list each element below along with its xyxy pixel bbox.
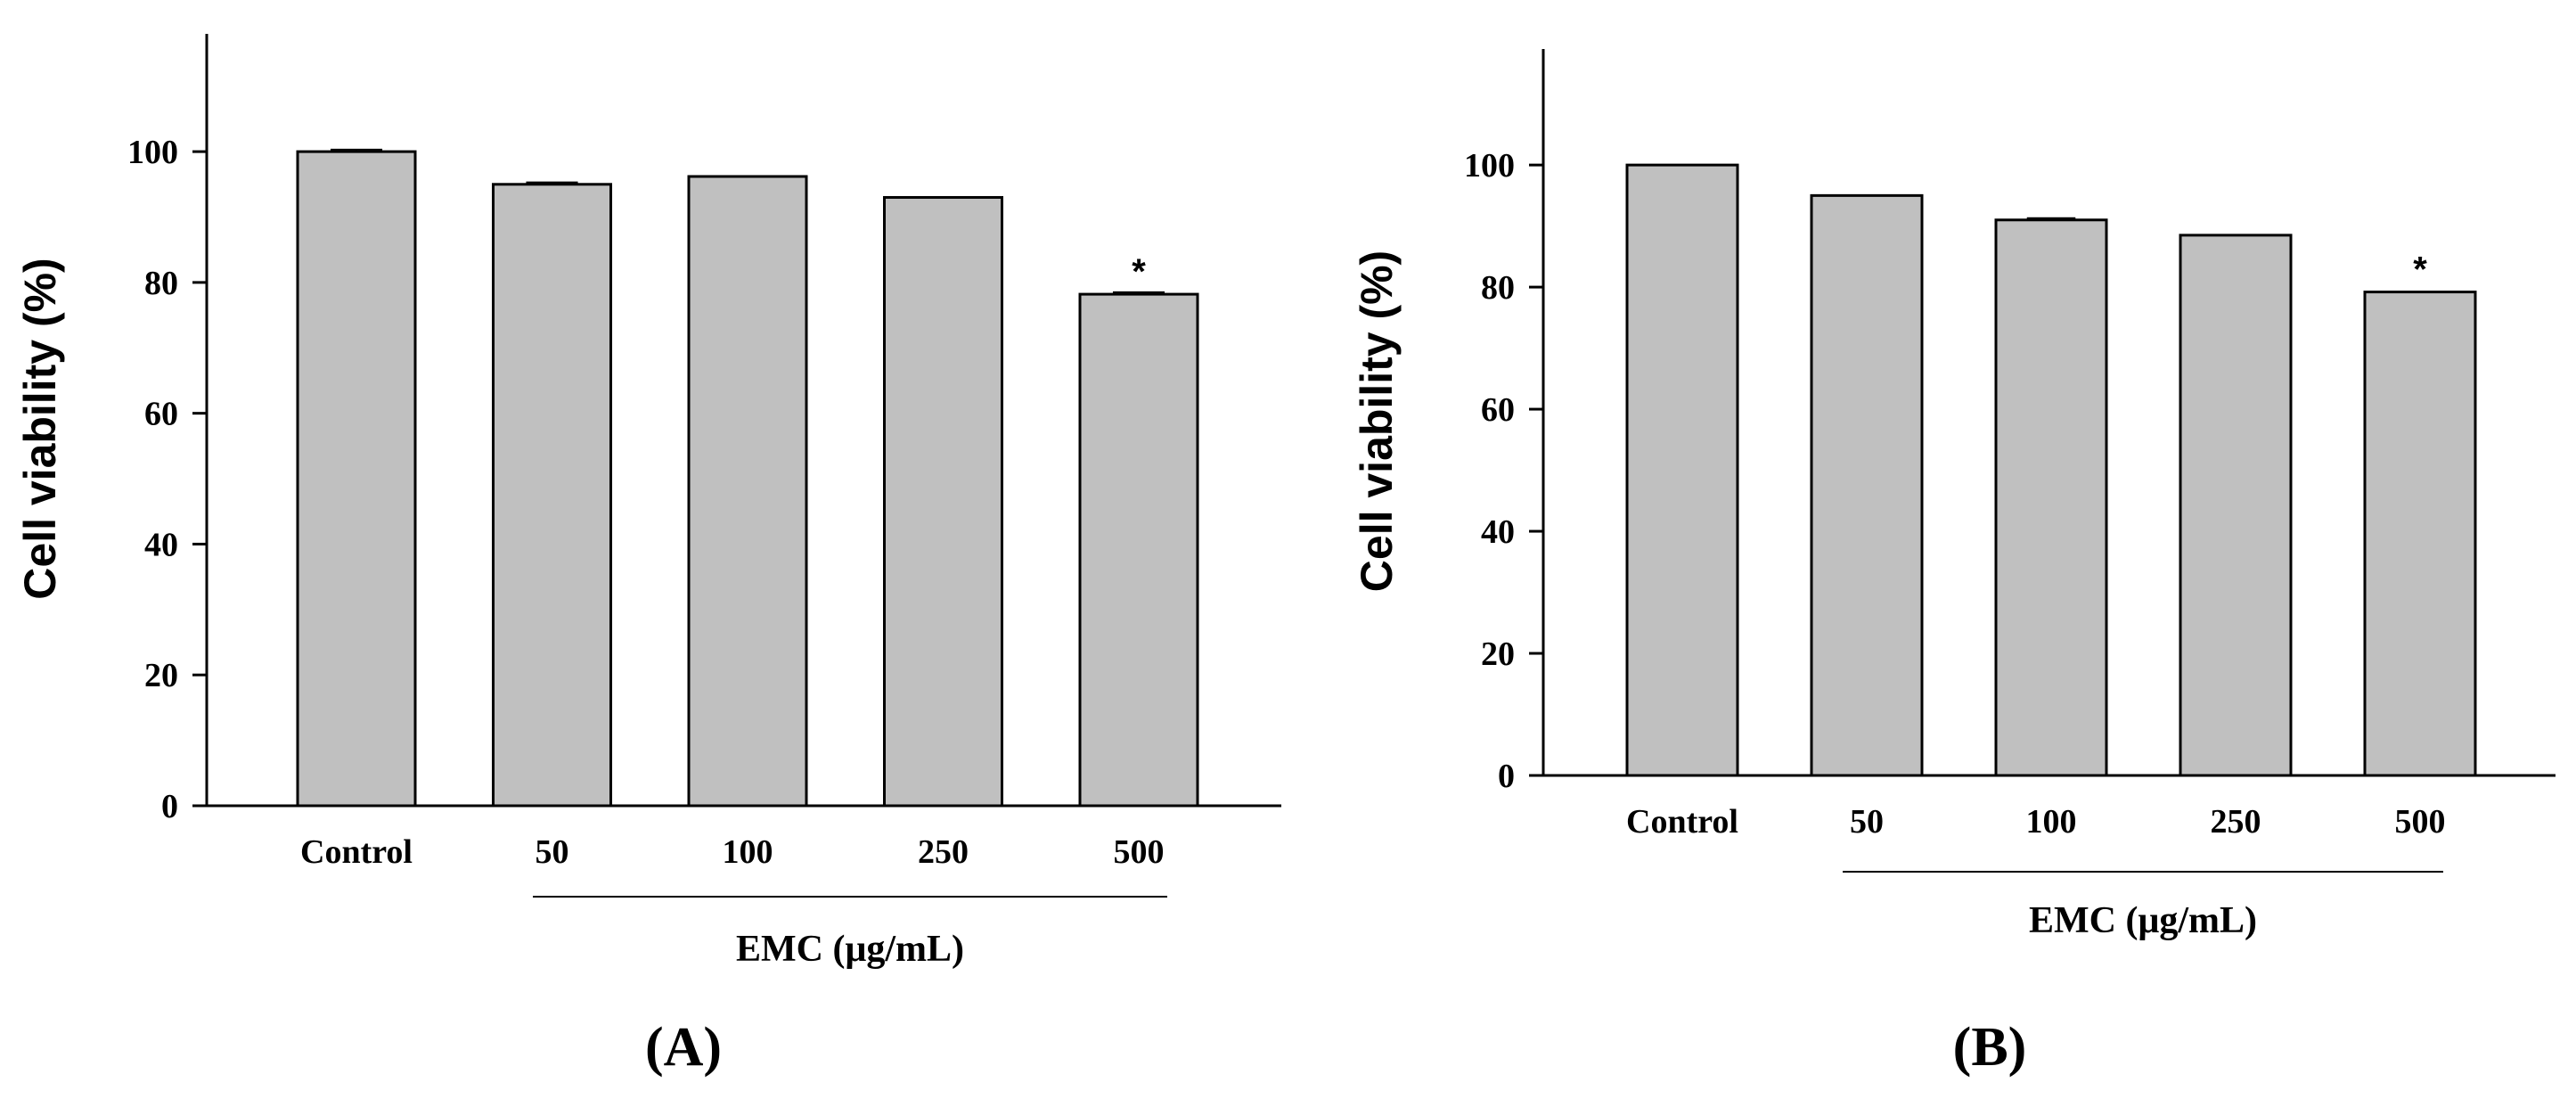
x-tick-label-3: 250 bbox=[918, 833, 969, 871]
bar-4 bbox=[1078, 292, 1199, 808]
bar-0 bbox=[296, 150, 417, 808]
x-tick-label-4: 500 bbox=[1114, 833, 1165, 871]
y-axis-title: Cell viability (%) bbox=[1352, 250, 1402, 592]
x-tick-label-1: 50 bbox=[536, 833, 569, 871]
chart-panel-a: Control 50 100 250 * 500 0 20 40 60 80 100 Cell viab… bbox=[15, 34, 1281, 1078]
panel-label: (B) bbox=[1953, 1017, 2027, 1078]
y-tick-label-0: 0 bbox=[161, 788, 178, 825]
y-tick-label-3: 60 bbox=[1481, 391, 1515, 429]
bar-3 bbox=[2179, 234, 2293, 777]
y-tick-label-5: 100 bbox=[127, 134, 178, 171]
bar-1 bbox=[492, 183, 612, 808]
y-tick-label-1: 20 bbox=[1481, 636, 1515, 673]
significance-marker-4: * bbox=[1132, 252, 1146, 291]
chart-panel-b: Control 50 100 250 * 500 0 20 40 60 80 100 Cell viab… bbox=[1352, 49, 2556, 1078]
significance-marker-4: * bbox=[2413, 250, 2427, 290]
bar-1 bbox=[1810, 193, 1924, 777]
bar-3 bbox=[883, 195, 1003, 808]
panel-label: (A) bbox=[645, 1017, 722, 1078]
x-tick-label-1: 50 bbox=[1850, 803, 1884, 841]
y-tick-label-1: 20 bbox=[144, 657, 178, 694]
bar-0 bbox=[1625, 163, 1739, 777]
y-tick-label-5: 100 bbox=[1464, 147, 1515, 185]
y-tick-label-2: 40 bbox=[144, 526, 178, 563]
x-tick-label-0: Control bbox=[1626, 803, 1738, 841]
x-tick-label-3: 250 bbox=[2211, 803, 2261, 841]
y-tick-label-4: 80 bbox=[144, 265, 178, 302]
bar-2 bbox=[687, 175, 808, 808]
y-axis-title: Cell viability (%) bbox=[15, 258, 65, 599]
bar-4 bbox=[2363, 291, 2477, 777]
bar-2 bbox=[1994, 218, 2108, 777]
y-tick-label-4: 80 bbox=[1481, 269, 1515, 307]
x-tick-label-0: Control bbox=[300, 833, 413, 871]
group-label: EMC (μg/mL) bbox=[736, 929, 964, 970]
y-tick-label-3: 60 bbox=[144, 396, 178, 433]
x-tick-label-2: 100 bbox=[723, 833, 773, 871]
x-tick-label-2: 100 bbox=[2026, 803, 2077, 841]
group-label: EMC (μg/mL) bbox=[2029, 900, 2257, 941]
y-tick-label-2: 40 bbox=[1481, 513, 1515, 551]
x-tick-label-4: 500 bbox=[2395, 803, 2446, 841]
y-tick-label-0: 0 bbox=[1498, 758, 1515, 795]
